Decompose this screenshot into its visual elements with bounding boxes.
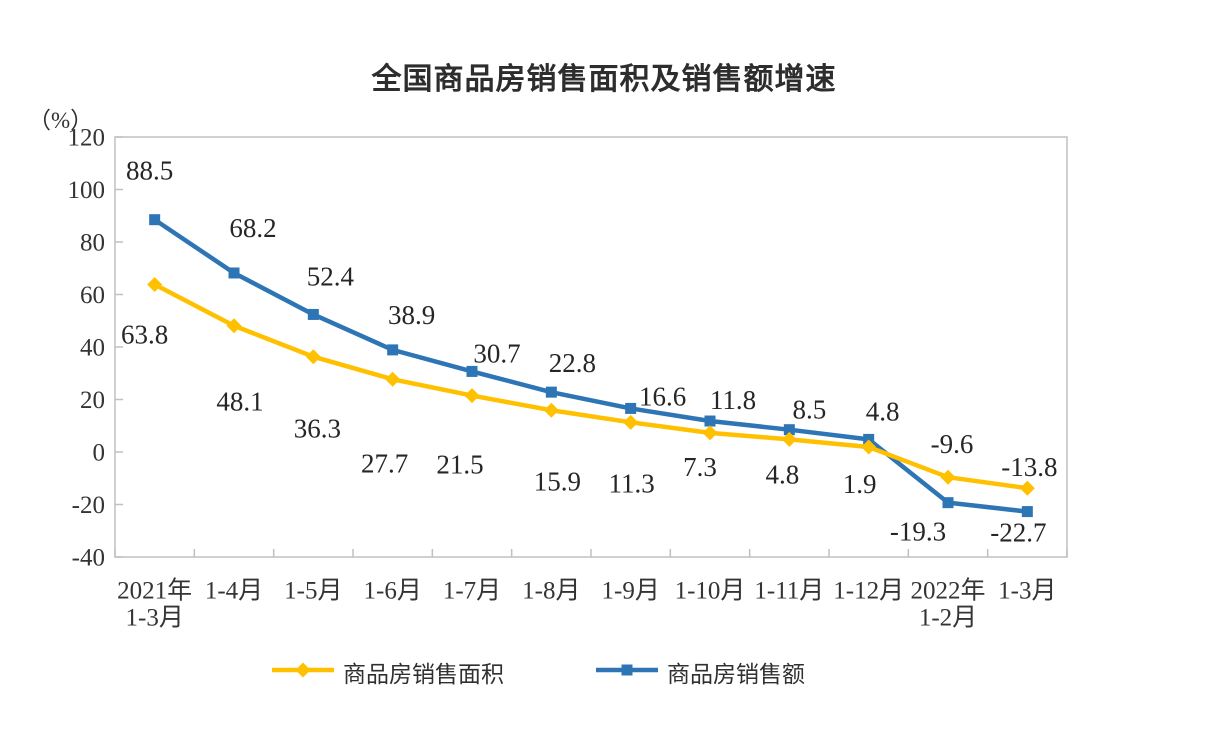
y-axis-tick-label: 120 bbox=[68, 125, 106, 152]
x-axis-category-label: 1-5月 bbox=[284, 578, 342, 605]
series-marker-sales-value bbox=[307, 308, 319, 320]
series-marker-sales-area bbox=[702, 425, 718, 441]
legend-diamond-marker-icon bbox=[295, 662, 311, 677]
series-marker-sales-value bbox=[942, 497, 954, 509]
series-data-label-sales-value: 38.9 bbox=[388, 300, 435, 330]
series-data-label-sales-area: -13.8 bbox=[1001, 452, 1057, 482]
series-data-label-sales-value: 88.5 bbox=[126, 156, 173, 186]
x-axis-category-label: 1-4月 bbox=[205, 578, 263, 605]
x-axis-category-label: 1-12月 bbox=[833, 578, 904, 605]
series-data-label-sales-area: 21.5 bbox=[436, 450, 483, 480]
y-axis-tick-label: 40 bbox=[80, 335, 105, 362]
series-data-label-sales-value: 8.5 bbox=[792, 395, 826, 425]
legend-swatch-sales-value bbox=[596, 660, 658, 685]
chart-title: 全国商品房销售面积及销售额增速 bbox=[371, 63, 837, 96]
series-data-label-sales-area: 15.9 bbox=[534, 466, 581, 496]
x-axis-category-label: 1-10月 bbox=[675, 578, 746, 605]
series-marker-sales-area bbox=[543, 402, 559, 418]
x-axis-category-label: 1-8月 bbox=[522, 578, 580, 605]
x-axis-category-label: 1-7月 bbox=[443, 578, 501, 605]
y-axis-tick-label: 100 bbox=[68, 177, 106, 204]
x-axis-category-label: 1-11月 bbox=[754, 578, 824, 605]
series-line-sales-area bbox=[153, 282, 1028, 491]
series-marker-sales-area bbox=[940, 469, 956, 485]
plot-border bbox=[114, 136, 1068, 558]
y-axis-tick-label: 20 bbox=[80, 387, 105, 414]
x-axis-category-label: 1-6月 bbox=[364, 578, 422, 605]
legend-item-sales-area: 商品房销售面积 bbox=[272, 656, 504, 688]
y-axis-tick-label: -40 bbox=[72, 545, 105, 572]
x-axis-category-label: 1-3月 bbox=[126, 605, 184, 632]
series-data-label-sales-value: 4.8 bbox=[866, 396, 900, 426]
series-data-label-sales-area: 63.8 bbox=[121, 320, 168, 350]
series-data-label-sales-value: 30.7 bbox=[473, 338, 520, 368]
x-axis-category-label: 2021年 bbox=[117, 577, 192, 605]
y-axis-tick-label: -20 bbox=[72, 492, 105, 519]
series-data-label-sales-area: 1.9 bbox=[843, 469, 877, 499]
series-marker-sales-area bbox=[226, 318, 242, 334]
series-data-label-sales-value: 11.8 bbox=[710, 385, 756, 415]
x-axis-category-label: 1-9月 bbox=[602, 578, 660, 605]
series-marker-sales-value bbox=[545, 386, 557, 398]
series-data-label-sales-value: -22.7 bbox=[990, 518, 1046, 548]
x-axis-category-label: 1-3月 bbox=[998, 578, 1056, 605]
legend-line-sample bbox=[272, 662, 334, 677]
series-data-label-sales-area: 36.3 bbox=[294, 414, 341, 444]
legend-swatch-sales-area bbox=[272, 660, 334, 685]
series-data-label-sales-area: 11.3 bbox=[609, 468, 655, 498]
series-data-label-sales-area: -9.6 bbox=[931, 429, 974, 459]
series-marker-sales-area bbox=[781, 431, 797, 447]
series-data-label-sales-area: 7.3 bbox=[683, 452, 717, 482]
y-axis-tick-label: 60 bbox=[80, 282, 105, 309]
x-axis-category-label: 2022年 bbox=[910, 577, 985, 605]
x-axis-category-label: 1-2月 bbox=[919, 605, 977, 632]
series-marker-sales-area bbox=[464, 388, 480, 404]
series-marker-sales-value bbox=[387, 344, 399, 356]
y-axis-tick-label: 0 bbox=[93, 440, 106, 467]
series-marker-sales-area bbox=[385, 371, 401, 387]
legend-square-marker-icon bbox=[621, 664, 633, 675]
legend-label-sales-area: 商品房销售面积 bbox=[343, 662, 504, 687]
series-data-label-sales-area: 4.8 bbox=[765, 459, 799, 489]
series-data-label-sales-value: 16.6 bbox=[639, 381, 686, 411]
series-marker-sales-value bbox=[863, 433, 875, 445]
series-marker-sales-area bbox=[305, 349, 321, 365]
series-data-label-sales-area: 27.7 bbox=[361, 448, 408, 478]
series-marker-sales-value bbox=[228, 267, 240, 279]
series-marker-sales-value bbox=[466, 365, 478, 377]
series-data-label-sales-area: 48.1 bbox=[216, 387, 263, 417]
series-marker-sales-area bbox=[623, 414, 639, 430]
legend-item-sales-value: 商品房销售额 bbox=[596, 656, 805, 688]
series-marker-sales-value bbox=[625, 402, 637, 414]
series-marker-sales-value bbox=[704, 415, 716, 427]
series-data-label-sales-value: 22.8 bbox=[549, 348, 596, 378]
series-data-label-sales-value: 52.4 bbox=[307, 261, 355, 291]
legend-line-sample bbox=[596, 664, 658, 675]
chart-legend: 商品房销售面积 商品房销售额 bbox=[0, 656, 1208, 688]
series-data-label-sales-value: 68.2 bbox=[229, 213, 276, 243]
series-marker-sales-value bbox=[1021, 506, 1033, 518]
series-marker-sales-area bbox=[147, 277, 163, 293]
legend-label-sales-value: 商品房销售额 bbox=[667, 662, 805, 687]
series-marker-sales-value bbox=[149, 214, 161, 226]
series-marker-sales-value bbox=[783, 424, 795, 436]
series-marker-sales-area bbox=[861, 439, 877, 455]
series-marker-sales-area bbox=[1019, 480, 1035, 496]
y-axis-tick-label: 80 bbox=[80, 230, 105, 257]
y-axis-unit-label: （%） bbox=[28, 108, 94, 133]
series-data-label-sales-value: -19.3 bbox=[890, 517, 946, 547]
